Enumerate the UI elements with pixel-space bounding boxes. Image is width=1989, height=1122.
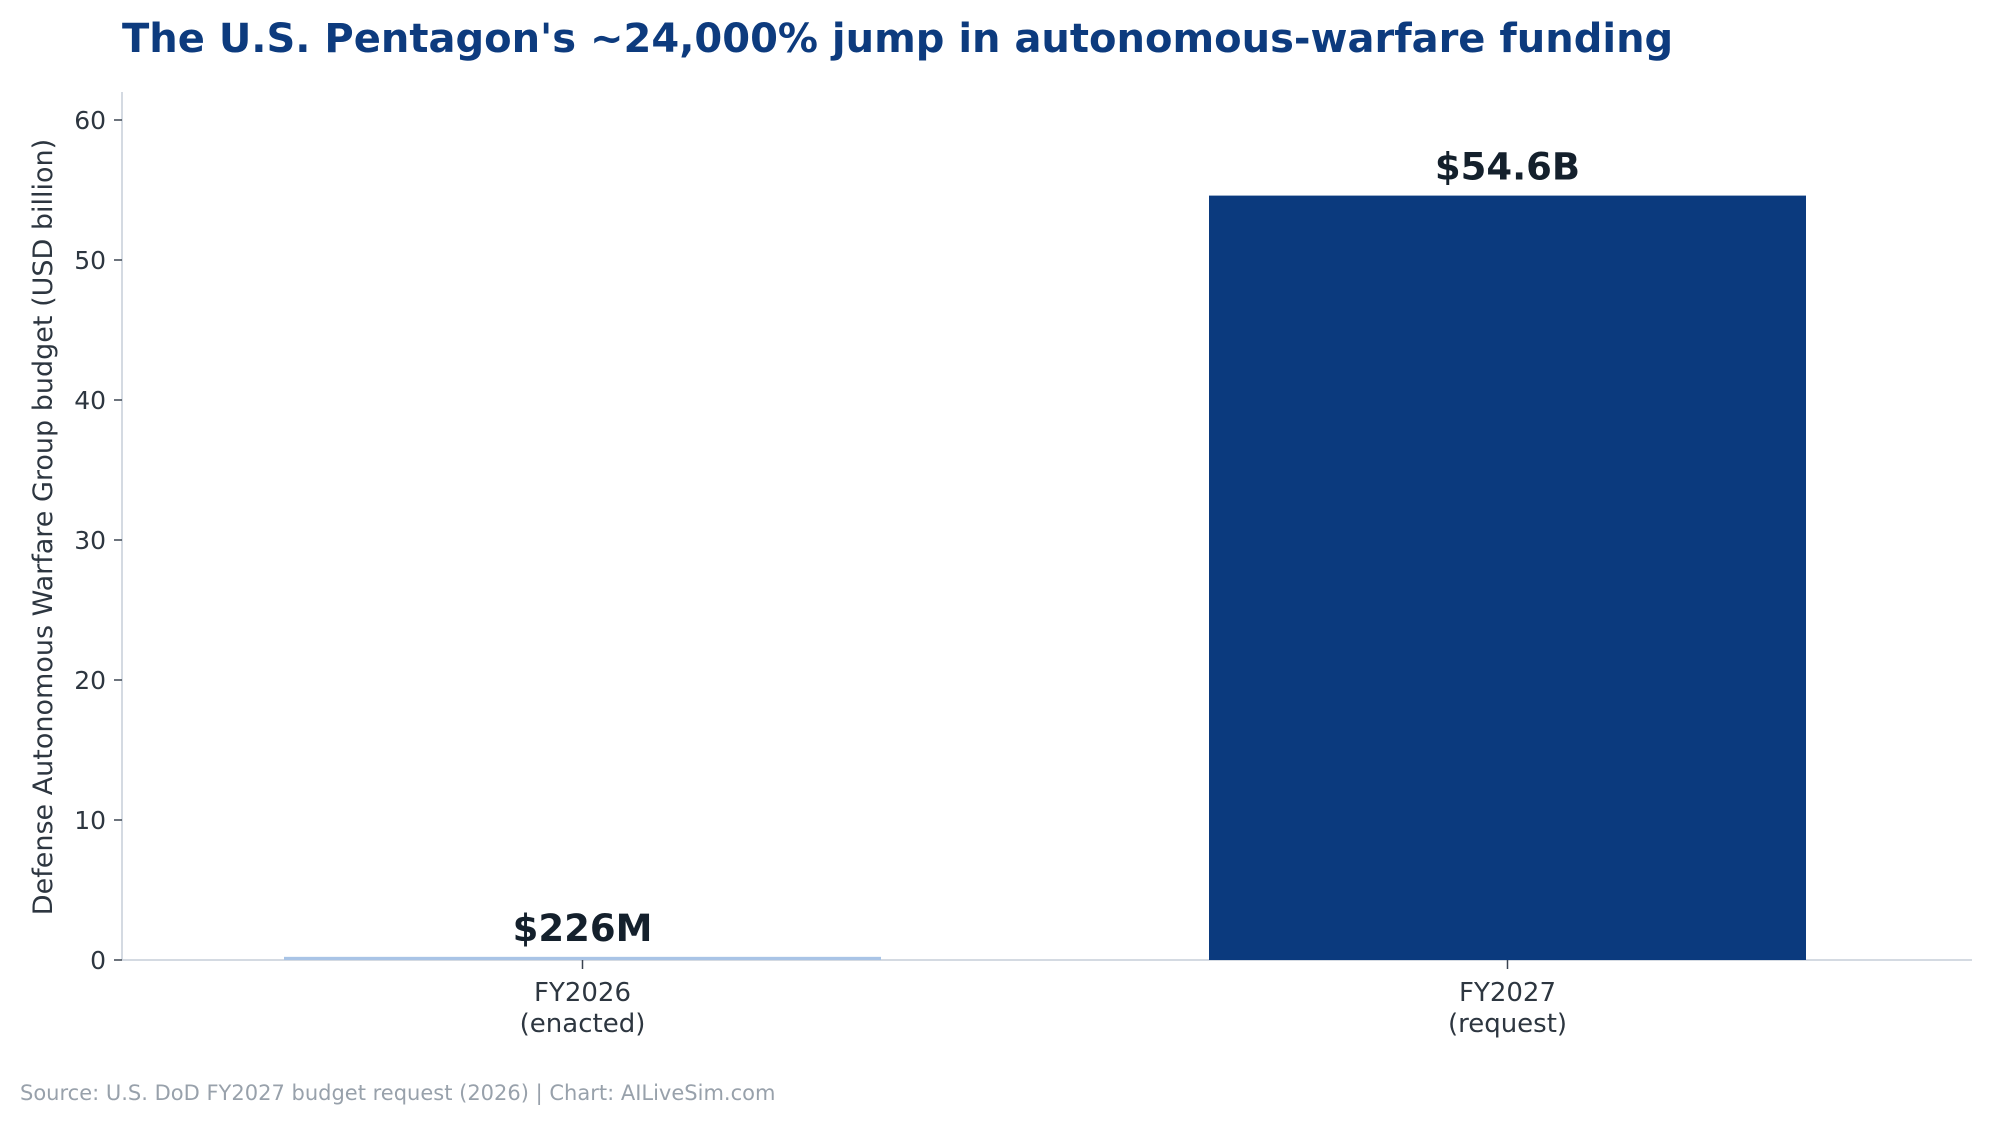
x-tick-label: FY2027 (request) (1448, 978, 1567, 1039)
x-tick-label-line: (enacted) (520, 1009, 646, 1039)
y-axis-label-group: Defense Autonomous Warfare Group budget … (28, 139, 59, 915)
x-tick-label-line: FY2027 (1459, 978, 1556, 1008)
x-tick-label: FY2026 (enacted) (520, 978, 646, 1039)
data-label: $54.6B (1435, 146, 1580, 189)
y-axis-label: Defense Autonomous Warfare Group budget … (28, 139, 59, 915)
bar (1209, 195, 1806, 961)
source-note: Source: U.S. DoD FY2027 budget request (… (20, 1081, 775, 1106)
bar (284, 956, 881, 960)
x-tick-label-line: (request) (1448, 1009, 1567, 1039)
y-tick-label: 0 (90, 946, 106, 975)
y-tick-label: 30 (74, 526, 106, 555)
y-tick-label: 20 (74, 666, 106, 695)
y-tick-label: 10 (74, 806, 106, 835)
y-tick-label: 40 (74, 386, 106, 415)
chart-title: The U.S. Pentagon's ~24,000% jump in aut… (122, 16, 1673, 62)
data-label: $226M (513, 907, 653, 950)
x-tick-label-line: FY2026 (534, 978, 631, 1008)
y-tick-label: 60 (74, 106, 106, 135)
y-tick-label: 50 (74, 246, 106, 275)
